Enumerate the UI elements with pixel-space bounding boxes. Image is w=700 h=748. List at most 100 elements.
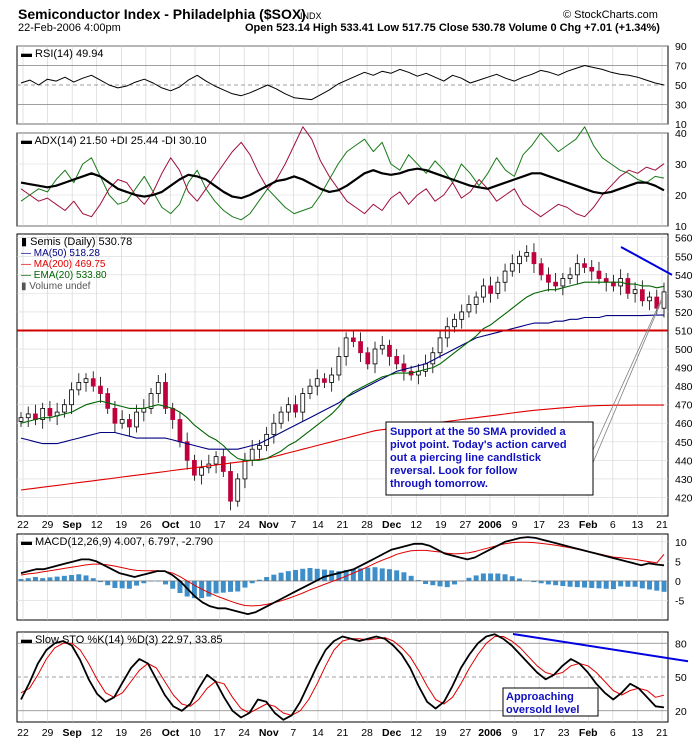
- price-legend-entry: — EMA(20) 533.80: [21, 270, 107, 281]
- x-tick-label: 19: [435, 727, 447, 739]
- macd-hist-bar: [76, 574, 82, 581]
- price-tick-label: 450: [675, 437, 693, 449]
- x-tick-label: 10: [189, 519, 201, 531]
- macd-hist-bar: [119, 580, 125, 589]
- macd-hist-bar: [603, 580, 609, 589]
- candle-body: [285, 404, 291, 413]
- x-tick-label: Sep: [63, 727, 82, 739]
- x-tick-label: 21: [656, 519, 668, 531]
- x-tick-label: 2006: [478, 519, 502, 531]
- macd-hist-bar: [567, 580, 573, 587]
- macd-hist-bar: [97, 580, 103, 583]
- macd-hist-bar: [126, 580, 132, 589]
- macd-hist-bar: [574, 580, 580, 588]
- macd-hist-bar: [278, 572, 284, 581]
- x-tick-label: 26: [140, 519, 152, 531]
- rsi-tick-label: 90: [675, 41, 687, 53]
- x-tick-label: 19: [115, 519, 127, 531]
- x-tick-label: 7: [290, 727, 296, 739]
- price-tick-label: 520: [675, 307, 693, 319]
- stochastic-tick-label: 80: [675, 638, 687, 650]
- stoch-d-line: [20, 636, 665, 716]
- x-tick-label: 14: [312, 727, 324, 739]
- macd-hist-bar: [300, 568, 306, 581]
- macd-hist-bar: [632, 580, 638, 587]
- adx-tick-label: 30: [675, 159, 687, 171]
- ma200-line: [20, 404, 664, 491]
- candle-body: [329, 374, 335, 383]
- callout-pointer: [591, 301, 662, 466]
- exchange-label: INDX: [300, 11, 322, 21]
- candle-body: [40, 407, 46, 420]
- stoch-trendline: [512, 633, 689, 663]
- adx-tick-label: 40: [675, 128, 687, 140]
- macd-hist-bar: [61, 575, 67, 581]
- macd-hist-bar: [177, 580, 183, 594]
- candle-body: [235, 478, 241, 502]
- x-tick-label: 7: [290, 519, 296, 531]
- candle-body: [69, 389, 74, 406]
- candle-body: [155, 382, 161, 394]
- x-tick-label: 29: [42, 727, 54, 739]
- macd-hist-bar: [545, 580, 551, 585]
- candle-body: [509, 263, 515, 272]
- macd-hist-bar: [228, 580, 234, 592]
- macd-hist-bar: [191, 580, 197, 599]
- stoch-k-line: [20, 633, 665, 721]
- candle-body: [639, 289, 645, 302]
- candle-body: [343, 337, 349, 357]
- macd-hist-bar: [90, 578, 96, 581]
- candle-body: [314, 378, 320, 387]
- macd-hist-bar: [517, 578, 522, 581]
- annotation-line-5: through tomorrow.: [390, 478, 488, 490]
- watermark: © StockCharts.com: [563, 9, 658, 21]
- macd-hist-bar: [401, 572, 407, 581]
- annotation-line-3: out a piercing line candlstick: [390, 452, 542, 464]
- price-tick-label: 430: [675, 474, 693, 486]
- price-legend-entry: ▮ Volume undef: [21, 281, 91, 292]
- candle-body: [105, 393, 111, 409]
- macd-hist-bar: [264, 577, 270, 581]
- candle-body: [596, 270, 602, 279]
- candle-body: [300, 393, 306, 413]
- candle-body: [213, 456, 219, 465]
- candle-body: [322, 378, 327, 383]
- macd-hist-bar: [654, 580, 660, 591]
- macd-hist-bar: [314, 568, 320, 581]
- candle-body: [119, 419, 125, 424]
- candle-body: [647, 296, 652, 302]
- price-tick-label: 460: [675, 418, 693, 430]
- macd-hist-bar: [610, 580, 616, 590]
- candle-body: [83, 378, 89, 383]
- candle-body: [394, 356, 400, 365]
- candle-body: [473, 296, 479, 305]
- candle-body: [293, 404, 298, 413]
- macd-hist-bar: [451, 580, 457, 585]
- x-tick-label: 6: [610, 727, 616, 739]
- x-tick-label: 24: [238, 727, 250, 739]
- macd-hist-bar: [271, 574, 277, 581]
- x-tick-label: 12: [91, 727, 103, 739]
- candle-body: [307, 385, 313, 394]
- x-tick-label: 28: [361, 519, 373, 531]
- oversold-annotation-line: Approaching: [506, 691, 574, 703]
- candle-body: [538, 263, 544, 276]
- price-x-axis: 22 29 Sep 12 19 26 Oct 10 17 24 Nov 7 14 21 28 Dec 12 19 2…: [17, 519, 668, 531]
- quote-summary: Open 523.14 High 533.41 Low 517.75 Close…: [245, 22, 660, 34]
- x-tick-label: Oct: [162, 727, 180, 739]
- x-tick-label: Nov: [259, 519, 279, 531]
- macd-hist-bar: [365, 567, 371, 581]
- macd-hist-bar: [379, 568, 385, 581]
- candle-body: [517, 255, 522, 265]
- rsi-tick-label: 30: [675, 100, 687, 112]
- macd-hist-bar: [495, 573, 501, 581]
- x-tick-label: 17: [533, 727, 545, 739]
- macd-signal-line: [20, 541, 665, 607]
- macd-tick-label: 10: [675, 537, 687, 549]
- macd-hist-bar: [538, 580, 544, 584]
- x-tick-label: 12: [91, 519, 103, 531]
- candle-body: [611, 281, 616, 287]
